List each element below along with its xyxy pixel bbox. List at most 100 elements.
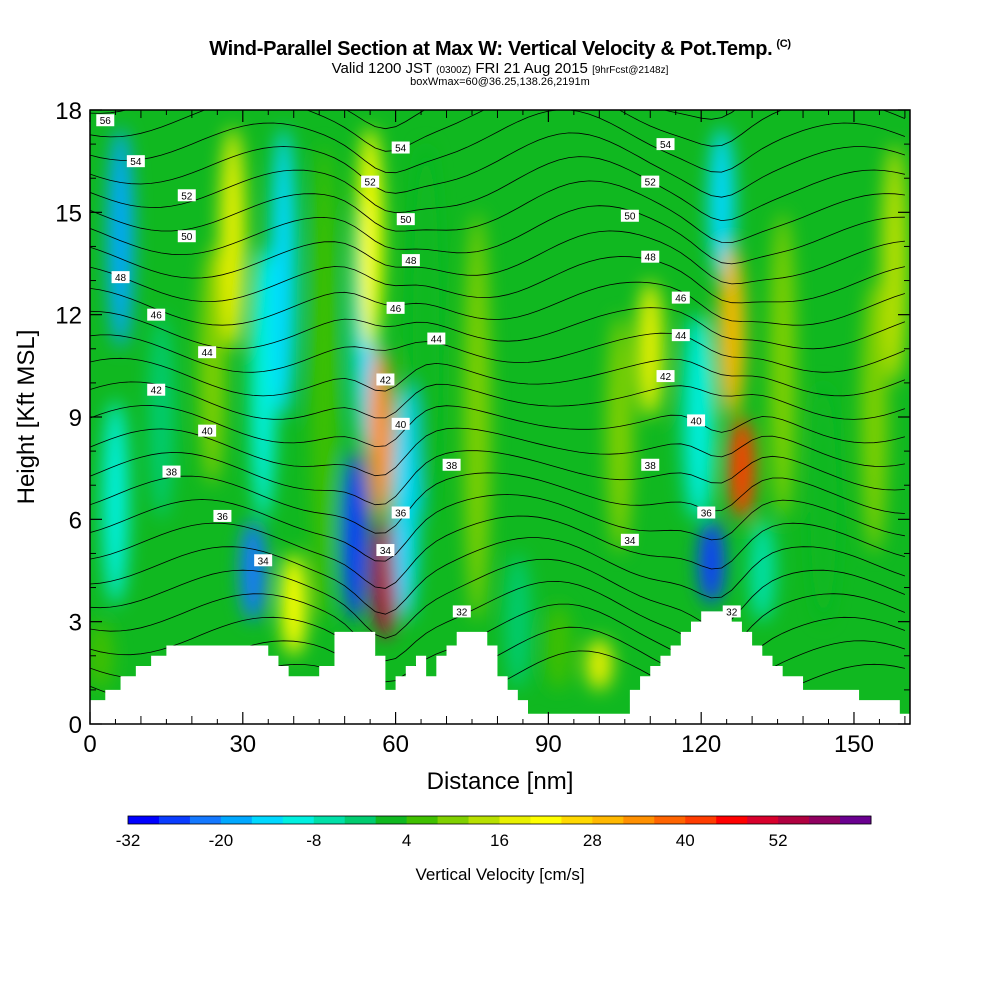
contour-label-text: 52: [181, 191, 193, 202]
contour-label-text: 50: [624, 212, 636, 223]
colorbar-swatch-17: [654, 816, 686, 824]
velocity-cell-23: [637, 280, 664, 417]
isentrope-40: [90, 472, 905, 534]
contour-label-box: [376, 373, 395, 386]
colorbar-swatch-13: [530, 816, 562, 824]
contour-label-33: 36: [697, 506, 716, 520]
velocity-cell-15: [357, 127, 384, 349]
contour-label-text: 48: [405, 256, 417, 267]
forecast-info: [9hrFcst@2148z]: [592, 65, 669, 76]
box-info: boxWmax=60@36.25,138.26,2191m: [410, 76, 590, 88]
contour-label-9: 38: [162, 465, 181, 479]
contour-label-8: 40: [198, 424, 217, 438]
title-text: Wind-Parallel Section at Max W: Vertical…: [209, 38, 773, 60]
velocity-cell-20: [545, 604, 572, 690]
isentrope-44: [90, 381, 906, 420]
contour-label-text: 48: [645, 253, 657, 264]
contour-label-box: [391, 506, 410, 519]
velocity-cell-1: [102, 399, 129, 605]
contour-label-text: 38: [166, 468, 178, 479]
colorbar-tick-label-5: 28: [583, 831, 602, 850]
colorbar-swatch-20: [747, 816, 779, 824]
x-tick-label-90: 90: [535, 731, 562, 758]
contour-label-text: 44: [675, 331, 687, 342]
contour-label-box: [641, 458, 660, 471]
contour-label-box: [641, 175, 660, 188]
contour-label-21: 36: [391, 506, 410, 520]
contour-label-text: 52: [645, 178, 657, 189]
contour-label-14: 50: [396, 213, 415, 226]
contour-label-19: 40: [391, 417, 410, 431]
chart-title: Wind-Parallel Section at Max W: Vertical…: [0, 38, 1000, 61]
velocity-cell-0: [90, 621, 114, 690]
velocity-cell-31: [769, 212, 796, 520]
isentrope-37: [90, 537, 906, 615]
contour-label-box: [722, 605, 741, 618]
contour-label-box: [376, 544, 395, 557]
velocity-cell-18: [464, 212, 491, 622]
terrain-mask: [90, 611, 910, 724]
contour-label-text: 50: [181, 232, 193, 243]
contour-label-0: 56: [96, 114, 115, 127]
colorbar-swatch-2: [189, 816, 222, 824]
contour-label-text: 40: [395, 420, 407, 431]
contour-label-box: [111, 271, 130, 284]
velocity-cell-34: [881, 144, 908, 383]
velocity-cell-16: [392, 382, 419, 622]
contour-label-text: 38: [645, 461, 657, 472]
isentrope-46: [90, 332, 906, 373]
contour-label-box: [396, 213, 415, 226]
contour-label-text: 54: [130, 157, 142, 168]
contour-label-text: 46: [675, 294, 687, 305]
contour-label-7: 42: [147, 383, 166, 397]
isentrope-47: [90, 307, 906, 350]
contour-label-13: 52: [361, 175, 380, 189]
velocity-cell-8: [270, 127, 297, 417]
contour-label-box: [452, 605, 471, 618]
contour-label-text: 52: [365, 178, 377, 189]
contour-label-box: [427, 332, 446, 345]
isentrope-41: [90, 450, 905, 506]
contour-label-31: 40: [687, 414, 706, 427]
colorbar-frame: [127, 815, 872, 825]
contour-label-box: [697, 506, 716, 519]
colorbar-swatch-12: [499, 816, 531, 824]
velocity-cell-11: [341, 451, 368, 622]
contour-label-text: 42: [380, 375, 392, 386]
x-axis-label: Distance [nm]: [427, 768, 574, 795]
colorbar-tick-label-3: 4: [402, 831, 411, 850]
contour-label-box: [361, 175, 380, 188]
contour-label-box: [177, 189, 196, 202]
colorbar-tick-label-2: -8: [306, 831, 321, 850]
contour-label-text: 44: [431, 335, 443, 346]
colorbar-swatch-9: [406, 816, 439, 824]
contour-label-text: 40: [202, 427, 214, 438]
contour-label-4: 48: [111, 271, 130, 284]
contour-label-32: 38: [641, 458, 660, 472]
colorbar-swatch-6: [313, 816, 346, 824]
contour-label-box: [147, 308, 166, 321]
contour-label-text: 34: [258, 556, 270, 567]
x-tick-label-120: 120: [681, 731, 721, 758]
isentrope-35: [90, 580, 906, 662]
contour-label-box: [213, 509, 232, 522]
contour-label-text: 34: [624, 536, 636, 547]
contour-label-box: [177, 230, 196, 243]
contour-label-text: 42: [660, 372, 672, 383]
y-tick-label-12: 12: [55, 303, 82, 330]
contour-label-text: 54: [660, 140, 672, 151]
isentrope-lines: [90, 110, 906, 724]
y-tick-label-6: 6: [69, 507, 82, 534]
colorbar-tick-label-7: 52: [769, 831, 788, 850]
isentrope-43: [90, 405, 906, 448]
y-axis-label: Height [Kft MSL]: [13, 330, 40, 505]
y-tick-label-18: 18: [55, 98, 82, 125]
contour-label-10: 36: [213, 509, 232, 523]
contour-label-box: [147, 383, 166, 396]
contour-label-25: 52: [641, 175, 660, 189]
isentrope-39: [90, 494, 905, 562]
colorbar-swatch-14: [561, 816, 593, 824]
contour-label-text: 46: [390, 304, 402, 315]
contour-label-box: [198, 424, 217, 437]
contour-label-text: 32: [456, 607, 468, 618]
